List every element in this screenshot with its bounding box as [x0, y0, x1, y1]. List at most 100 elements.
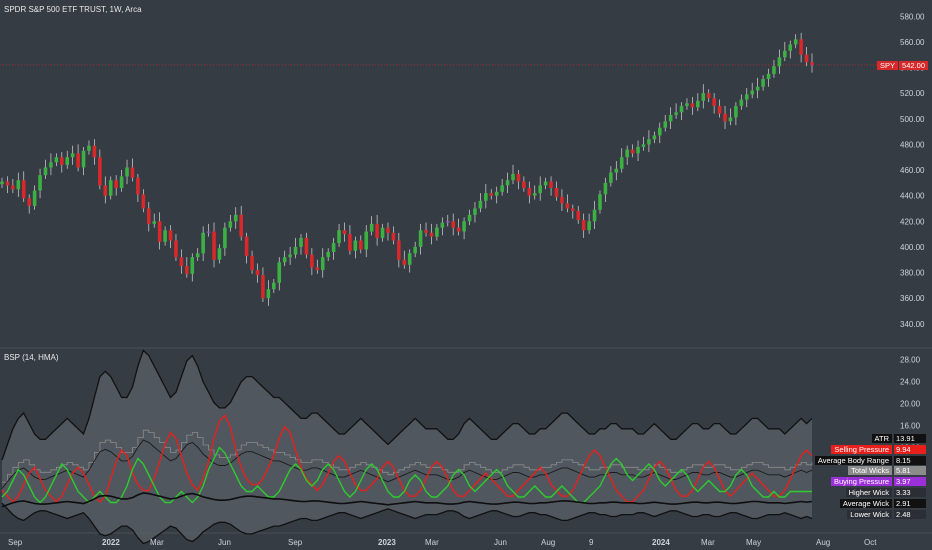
average-body-range-line [1, 439, 813, 489]
candle [429, 232, 434, 237]
time-tick-label: Aug [816, 538, 830, 547]
candle [337, 230, 341, 244]
candle [489, 193, 494, 196]
legend-value: 2.48 [894, 509, 926, 519]
candle [560, 196, 564, 204]
candle [424, 230, 428, 233]
time-tick-label: Mar [150, 538, 164, 547]
candle [261, 275, 265, 299]
candle [174, 240, 178, 258]
candle [418, 230, 423, 247]
candle [581, 219, 586, 231]
candle [27, 198, 31, 206]
time-tick-label: 9 [589, 538, 594, 547]
candle [734, 105, 738, 118]
candle [500, 185, 504, 192]
candle [641, 144, 646, 147]
candle [201, 232, 205, 254]
atr-line [1, 349, 813, 461]
candle [494, 191, 499, 196]
candle [353, 240, 358, 251]
time-tick-label: May [746, 538, 761, 547]
bsp-tick-label: 24.00 [900, 378, 921, 387]
candle [592, 209, 597, 222]
candle [65, 157, 70, 165]
candle [799, 39, 803, 55]
candle [266, 289, 271, 299]
candle-series [0, 32, 814, 306]
price-badge-symbol: SPY [877, 61, 899, 70]
candle [810, 62, 814, 65]
legend-value: 9.94 [894, 444, 926, 454]
candle [723, 113, 727, 122]
candle [304, 237, 309, 255]
candle [59, 157, 64, 165]
candle [272, 282, 276, 290]
candle [98, 157, 102, 186]
candle [761, 79, 765, 87]
candle [772, 66, 776, 74]
candle [609, 172, 613, 183]
candle [793, 39, 798, 45]
candle [206, 231, 211, 233]
candle [587, 221, 591, 231]
candle [125, 167, 129, 177]
candle [690, 103, 695, 108]
candle [277, 262, 282, 283]
candle [565, 203, 570, 209]
candle [217, 248, 222, 260]
candle [103, 185, 108, 196]
price-tick-label: 500.00 [900, 115, 925, 124]
bsp-indicator [1, 349, 813, 545]
candle [603, 182, 608, 195]
candle [331, 243, 336, 253]
buying-pressure-line [1, 446, 812, 504]
average-wick-line [1, 492, 813, 508]
candle [614, 168, 619, 173]
legend-value: 5.81 [894, 466, 926, 476]
candle [326, 252, 330, 258]
candle [505, 180, 510, 186]
candle [49, 162, 53, 168]
time-tick-label: Jun [218, 538, 231, 547]
candle [255, 269, 260, 276]
legend-label: Selling Pressure [831, 444, 892, 454]
candle [81, 150, 86, 168]
price-tick-label: 580.00 [900, 12, 925, 21]
candle [239, 214, 243, 237]
candle [576, 211, 581, 220]
candle [625, 149, 629, 158]
chart-title: SPDR S&P 500 ETF TRUST, 1W, Arca [4, 5, 142, 14]
candle [445, 221, 450, 223]
candle [532, 193, 537, 196]
price-badge-value: 542.00 [899, 61, 928, 70]
candle [119, 176, 124, 188]
legend-row: Average Body Range 8.15 [0, 455, 932, 465]
candle [717, 105, 722, 114]
time-tick-label: Mar [701, 538, 715, 547]
candle [478, 200, 483, 209]
candle [320, 257, 325, 270]
candle [636, 146, 640, 154]
candle [190, 257, 195, 274]
candle [136, 177, 140, 195]
bsp-tick-label: 28.00 [900, 356, 921, 365]
candle [0, 181, 4, 185]
candle [38, 175, 42, 191]
candle [397, 240, 401, 260]
candle [598, 194, 602, 210]
legend-label: Average Body Range [814, 455, 892, 465]
candle [685, 103, 689, 106]
candle [369, 223, 374, 232]
legend-value: 8.15 [894, 455, 926, 465]
legend-value: 3.97 [894, 477, 926, 487]
candle [674, 112, 678, 115]
candle [571, 208, 575, 212]
legend-row: Selling Pressure 9.94 [0, 444, 932, 454]
candle [364, 231, 369, 250]
candle [413, 246, 417, 254]
total-wicks-line [2, 429, 813, 483]
candle [451, 221, 456, 228]
candle [804, 54, 809, 63]
